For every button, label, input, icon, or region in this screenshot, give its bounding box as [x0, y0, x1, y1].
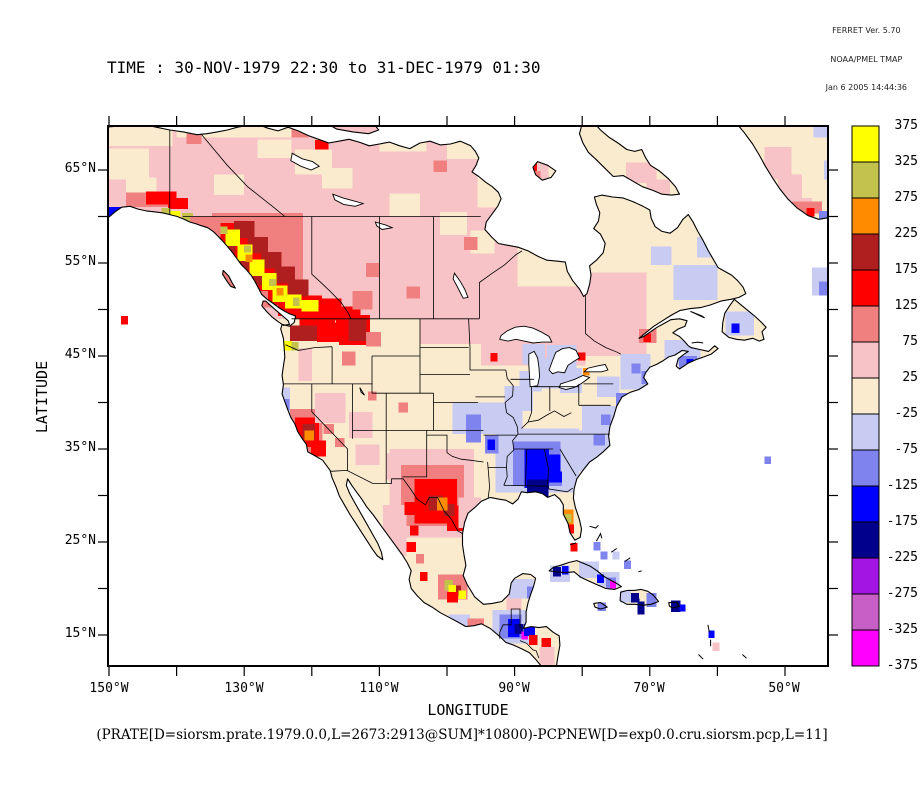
y-tick-label-45n: 45°N — [64, 347, 96, 362]
y-axis-label: LATITUDE — [33, 360, 51, 434]
colorbar-label-25: 25 — [902, 370, 918, 385]
y-tick-label-65n: 65°N — [64, 161, 96, 176]
ferret-version-header: FERRET Ver. 5.70 NOAA/PMEL TMAP Jan 6 20… — [826, 7, 907, 112]
colorbar-label-n25: -25 — [894, 406, 918, 421]
x-tick-label-50w: 50°W — [768, 681, 800, 696]
x-tick-label-90w: 90°W — [498, 681, 530, 696]
ferret-org: NOAA/PMEL TMAP — [830, 54, 903, 64]
colorbar-label-225: 225 — [894, 226, 918, 241]
y-tick-label-55n: 55°N — [64, 254, 96, 269]
colorbar-label-n125: -125 — [886, 478, 918, 493]
colorbar-label-n225: -225 — [886, 550, 918, 565]
colorbar-label-125: 125 — [894, 298, 918, 313]
colorbar-label-n175: -175 — [886, 514, 918, 529]
x-tick-label-110w: 110°W — [359, 681, 399, 696]
x-tick-label-150w: 150°W — [89, 681, 129, 696]
ferret-timestamp: Jan 6 2005 14:44:36 — [825, 83, 907, 92]
x-axis-label: LONGITUDE — [427, 701, 509, 719]
colorbar-label-325: 325 — [894, 154, 918, 169]
colorbar-label-75: 75 — [902, 334, 918, 349]
x-tick-label-70w: 70°W — [633, 681, 665, 696]
plot-title: TIME : 30-NOV-1979 22:30 to 31-DEC-1979 … — [107, 58, 541, 77]
ferret-version: FERRET Ver. 5.70 — [832, 26, 901, 35]
y-tick-label-25n: 25°N — [64, 533, 96, 548]
colorbar-label-n325: -325 — [886, 622, 918, 637]
colorbar-label-175: 175 — [894, 262, 918, 277]
colorbar-label-n275: -275 — [886, 586, 918, 601]
x-tick-label-130w: 130°W — [224, 681, 264, 696]
colorbar-label-n375: -375 — [886, 658, 918, 673]
colorbar-label-375: 375 — [894, 118, 918, 133]
colorbar-label-n75: -75 — [894, 442, 918, 457]
y-tick-label-15n: 15°N — [64, 626, 96, 641]
colorbar-label-275: 275 — [894, 190, 918, 205]
y-tick-label-35n: 35°N — [64, 440, 96, 455]
variable-expression-caption: (PRATE[D=siorsm.prate.1979.0.0,L=2673:29… — [96, 727, 828, 743]
